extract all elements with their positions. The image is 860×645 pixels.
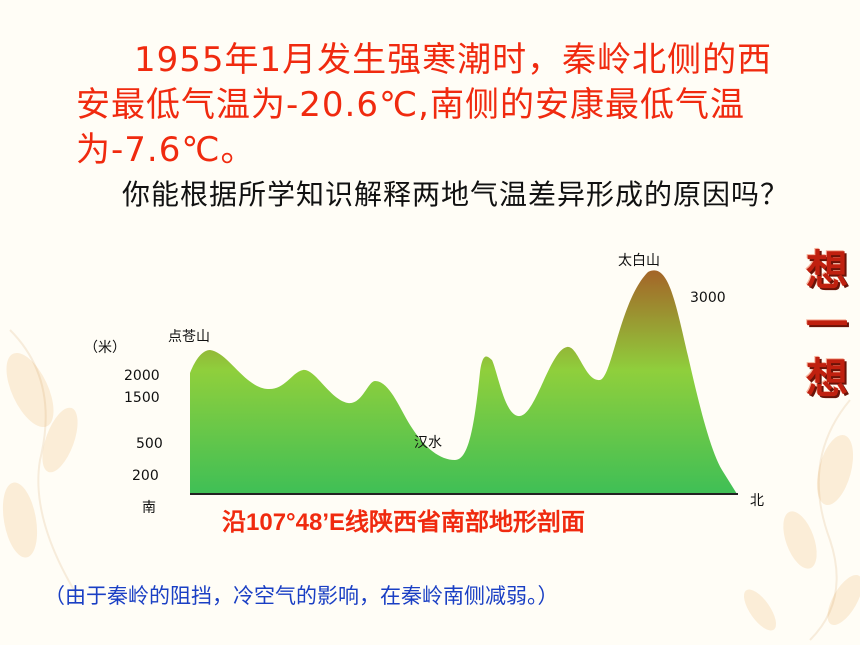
question-paragraph: 你能根据所学知识解释两地气温差异形成的原因吗？ (122, 178, 790, 211)
label-3000: 3000 (690, 290, 726, 306)
tick-200: 200 (132, 468, 159, 484)
label-diancangshan: 点苍山 (168, 329, 210, 345)
tick-500: 500 (136, 436, 163, 452)
label-hanshui: 汉水 (414, 435, 442, 451)
direction-north: 北 (750, 493, 764, 509)
intro-paragraph: 1955年1月发生强寒潮时，秦岭北侧的西安最低气温为-20.6℃,南侧的安康最低… (76, 40, 773, 170)
unit-label: （米） (84, 340, 126, 356)
think-title: 想 一 想 (806, 244, 860, 406)
tick-1500: 1500 (124, 390, 160, 406)
think-char-1: 想 (806, 246, 849, 295)
terrain-area (190, 270, 737, 494)
tick-2000: 2000 (124, 368, 160, 384)
answer-note: （由于秦岭的阻挡，冷空气的影响，在秦岭南侧减弱。） (44, 584, 559, 608)
profile-caption: 沿107°48’E线陕西省南部地形剖面 (222, 509, 586, 536)
label-taibaishan: 太白山 (618, 253, 660, 269)
direction-south: 南 (142, 500, 156, 516)
think-char-3: 想 (806, 354, 849, 403)
think-char-2: 一 (806, 300, 849, 349)
